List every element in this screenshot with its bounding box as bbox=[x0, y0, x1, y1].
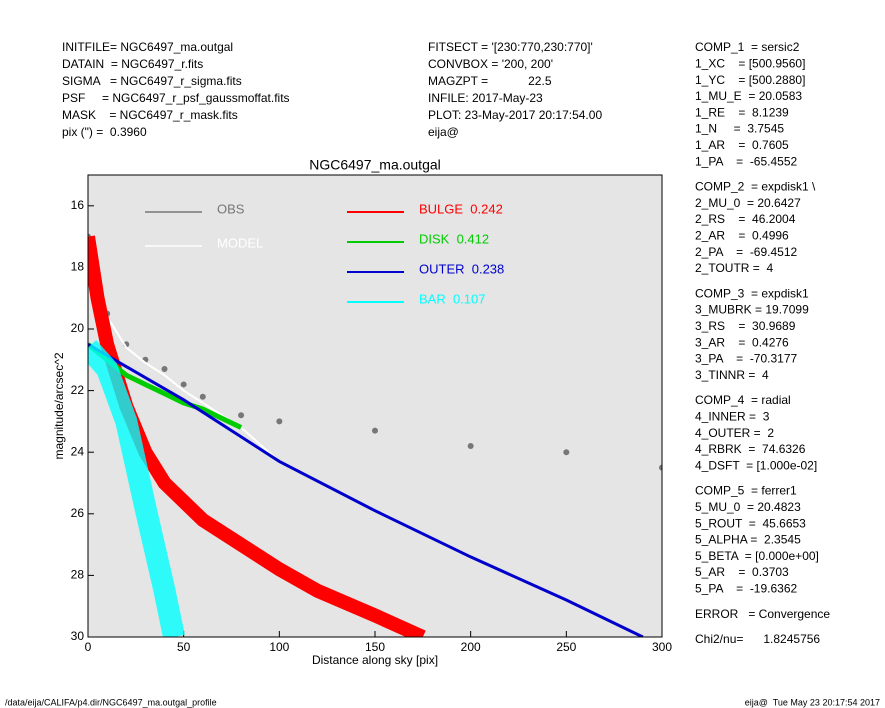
param-line: 5_ROUT = 45.6653 bbox=[695, 516, 806, 530]
param-line: 1_YC = [500.2880] bbox=[695, 73, 805, 87]
header-line: INITFILE= NGC6497_ma.outgal bbox=[62, 40, 233, 54]
y-tick-label: 16 bbox=[71, 198, 85, 212]
param-line: 2_RS = 46.2004 bbox=[695, 212, 796, 226]
x-tick-label: 200 bbox=[461, 640, 481, 654]
param-line: 1_PA = -65.4552 bbox=[695, 154, 798, 168]
param-line: 2_PA = -69.4512 bbox=[695, 245, 798, 259]
legend-label: DISK 0.412 bbox=[419, 231, 489, 246]
chart-title: NGC6497_ma.outgal bbox=[309, 157, 441, 173]
header-line: SIGMA = NGC6497_r_sigma.fits bbox=[62, 74, 242, 88]
header-line: PLOT: 23-May-2017 20:17:54.00 bbox=[428, 108, 602, 122]
x-tick-label: 0 bbox=[85, 640, 92, 654]
param-line: 1_AR = 0.7605 bbox=[695, 138, 789, 152]
param-line: 1_RE = 8.1239 bbox=[695, 105, 789, 119]
param-line: COMP_4 = radial bbox=[695, 393, 791, 407]
x-tick-label: 100 bbox=[269, 640, 289, 654]
component-curve bbox=[88, 340, 185, 637]
legend-label: OBS bbox=[217, 201, 245, 216]
plot-frame bbox=[87, 174, 663, 638]
param-line: COMP_2 = expdisk1 \ bbox=[695, 180, 816, 194]
component-curve bbox=[88, 343, 644, 637]
plot-marks bbox=[88, 233, 662, 637]
x-tick-label: 300 bbox=[652, 640, 672, 654]
obs-point bbox=[180, 381, 187, 388]
x-axis-label: Distance along sky [pix] bbox=[312, 653, 438, 667]
header-line: DATAIN = NGC6497_r.fits bbox=[62, 57, 203, 71]
legend-label: OUTER 0.238 bbox=[419, 261, 504, 276]
plot-area bbox=[88, 175, 662, 637]
header-line: MAGZPT = 22.5 bbox=[428, 74, 552, 88]
obs-point bbox=[161, 366, 168, 373]
param-line: 4_OUTER = 2 bbox=[695, 426, 774, 440]
header-line: PSF = NGC6497_r_psf_gaussmoffat.fits bbox=[62, 91, 290, 105]
y-axis-label: magnitude/arcsec^2 bbox=[52, 352, 66, 459]
param-line: 5_AR = 0.3703 bbox=[695, 565, 789, 579]
param-line: 1_MU_E = 20.0583 bbox=[695, 89, 802, 103]
obs-point bbox=[659, 464, 662, 471]
header-line: pix (") = 0.3960 bbox=[62, 125, 147, 139]
param-line: 5_ALPHA = 2.3545 bbox=[695, 533, 801, 547]
y-tick-label: 30 bbox=[71, 629, 85, 643]
header-line: FITSECT = '[230:770,230:770]' bbox=[428, 40, 593, 54]
header-line: MASK = NGC6497_r_mask.fits bbox=[62, 108, 238, 122]
obs-point bbox=[238, 412, 245, 419]
param-line: COMP_1 = sersic2 bbox=[695, 40, 800, 54]
legend-label: MODEL bbox=[217, 235, 263, 250]
param-line: COMP_5 = ferrer1 bbox=[695, 484, 797, 498]
param-line: 3_MUBRK = 19.7099 bbox=[695, 303, 809, 317]
header-line: INFILE: 2017-May-23 bbox=[428, 91, 543, 105]
y-tick-label: 22 bbox=[71, 383, 85, 397]
param-line: 5_MU_0 = 20.4823 bbox=[695, 500, 801, 514]
y-tick-label: 26 bbox=[71, 506, 85, 520]
param-line: 1_XC = [500.9560] bbox=[695, 56, 805, 70]
param-line: Chi2/nu= 1.8245756 bbox=[695, 632, 820, 646]
param-line: 3_AR = 0.4276 bbox=[695, 335, 789, 349]
param-line: 5_PA = -19.6362 bbox=[695, 581, 798, 595]
param-line: 2_TOUTR = 4 bbox=[695, 261, 773, 275]
header-line: eija@ bbox=[428, 125, 459, 139]
param-line: 4_DSFT = [1.000e-02] bbox=[695, 458, 817, 472]
param-line: 3_RS = 30.9689 bbox=[695, 319, 796, 333]
y-tick-label: 28 bbox=[71, 568, 85, 582]
obs-point bbox=[199, 393, 206, 400]
y-tick-label: 24 bbox=[71, 444, 85, 458]
legend-label: BULGE 0.242 bbox=[419, 201, 503, 216]
y-tick-label: 20 bbox=[71, 321, 85, 335]
footer-path: /data/eija/CALIFA/p4.dir/NGC6497_ma.outg… bbox=[5, 697, 217, 707]
x-tick-label: 150 bbox=[365, 640, 385, 654]
param-line: 5_BETA = [0.000e+00] bbox=[695, 549, 819, 563]
obs-point bbox=[563, 449, 570, 456]
param-line: ERROR = Convergence bbox=[695, 607, 830, 621]
obs-point bbox=[276, 418, 283, 425]
param-line: 4_INNER = 3 bbox=[695, 409, 770, 423]
footer-stamp: eija@ Tue May 23 20:17:54 2017 bbox=[745, 697, 880, 707]
obs-point bbox=[467, 443, 474, 450]
component-curve bbox=[88, 235, 426, 637]
param-line: 1_N = 3.7545 bbox=[695, 122, 784, 136]
header-line: CONVBOX = '200, 200' bbox=[428, 57, 553, 71]
param-line: 2_MU_0 = 20.6427 bbox=[695, 196, 801, 210]
param-line: 3_TINNR = 4 bbox=[695, 368, 769, 382]
param-line: 2_AR = 0.4996 bbox=[695, 228, 789, 242]
obs-point bbox=[372, 427, 378, 434]
x-tick-label: 50 bbox=[177, 640, 191, 654]
param-line: 3_PA = -70.3177 bbox=[695, 352, 798, 366]
x-tick-label: 250 bbox=[556, 640, 576, 654]
param-line: COMP_3 = expdisk1 bbox=[695, 286, 809, 300]
legend-label: BAR 0.107 bbox=[419, 291, 486, 306]
y-tick-label: 18 bbox=[71, 260, 85, 274]
param-line: 4_RBRK = 74.6326 bbox=[695, 442, 806, 456]
